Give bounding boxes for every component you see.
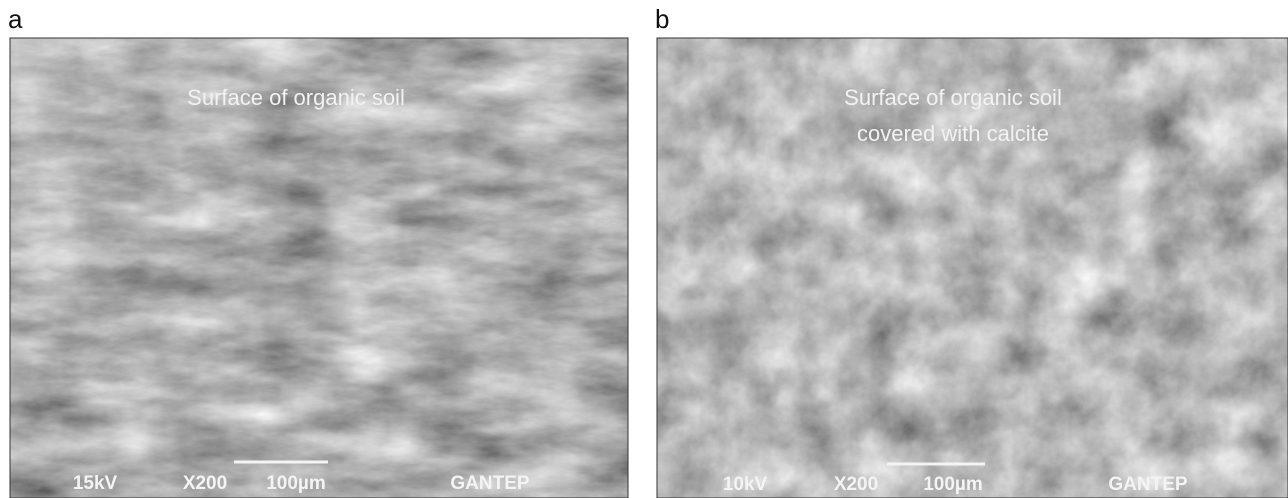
- magnification: X200: [183, 473, 227, 494]
- scale-label: 100µm: [266, 473, 326, 494]
- panel-label: a: [8, 4, 23, 34]
- voltage: 15kV: [73, 473, 118, 494]
- figure: a Surface of organic soil 15kV X200 100µ…: [0, 0, 1288, 498]
- voltage: 10kV: [723, 474, 768, 495]
- page: a Surface of organic soil 15kV X200 100µ…: [0, 0, 1288, 498]
- lab-name: GANTEP: [1108, 474, 1188, 495]
- caption: covered with calcite: [857, 121, 1049, 146]
- scale-label: 100µm: [923, 474, 983, 495]
- caption: Surface of organic soil: [844, 85, 1062, 110]
- lab-name: GANTEP: [450, 473, 530, 494]
- panel-label: b: [655, 4, 669, 34]
- caption: Surface of organic soil: [187, 85, 405, 110]
- magnification: X200: [834, 474, 878, 495]
